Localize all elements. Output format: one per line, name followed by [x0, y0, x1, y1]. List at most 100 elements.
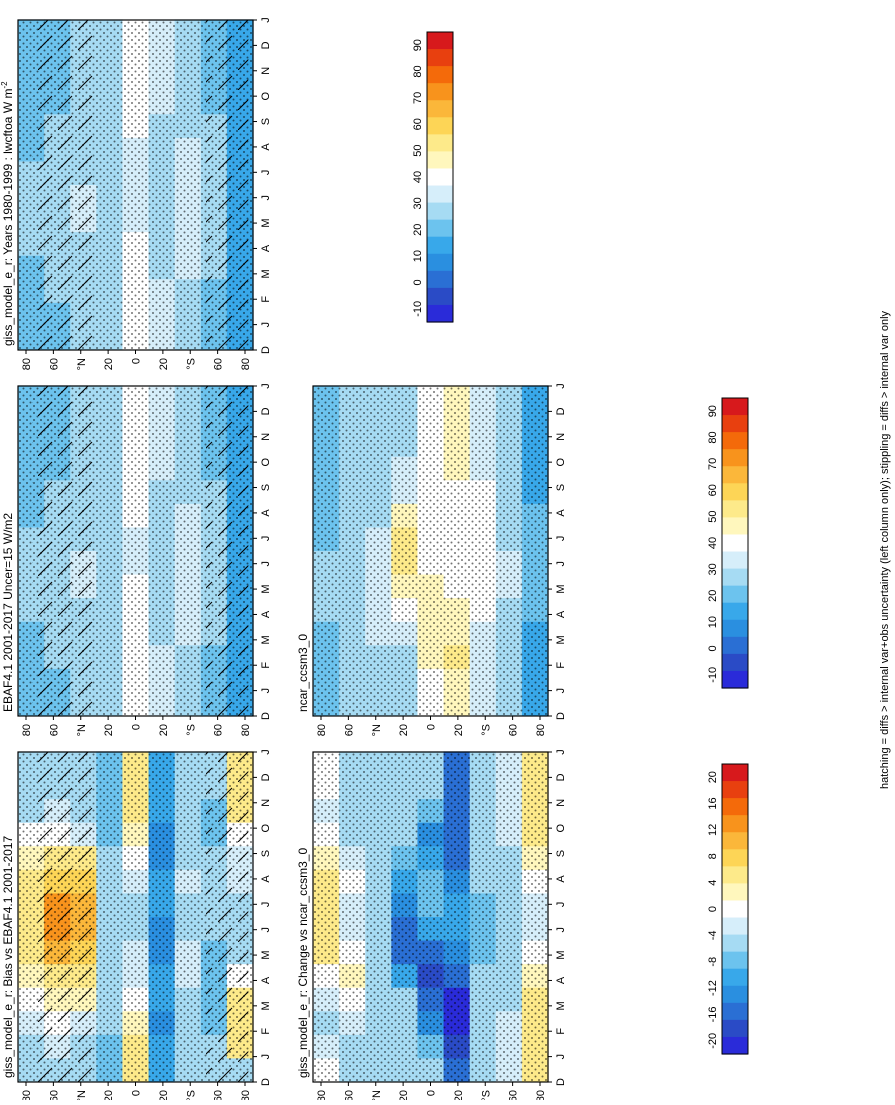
ncar-colorbar-swatch-14 [722, 636, 748, 655]
change-colorbar-label-0: 20 [707, 771, 719, 783]
bias-title: giss_model_e_r: Bias vs EBAF4.1 2001-201… [1, 836, 15, 1078]
change-colorbar-label-6: -4 [707, 930, 719, 940]
model-lat-3: 20 [103, 358, 115, 370]
obs-lat-2: °N [76, 724, 88, 736]
model-colorbar-label-7: 20 [412, 224, 424, 236]
ncar-colorbar-label-8: 10 [707, 616, 719, 628]
change-colorbar: 20 16 12 8 4 0 -4 -8 -12 -16 -20 [707, 763, 749, 1055]
ncar-colorbar-swatch-12 [722, 602, 748, 621]
change-month-1: J [555, 1054, 567, 1060]
bias-month-5: M [260, 950, 272, 959]
model-lat-1: 60 [48, 358, 60, 370]
bias-hatching-north [32, 752, 94, 1082]
change-colorbar-swatch-4 [722, 832, 748, 850]
model-title-sup: -2 [0, 81, 9, 89]
ncar-month-11: N [555, 433, 567, 441]
ncar-colorbar-swatch-6 [722, 500, 748, 519]
change-lat-1: 60 [343, 1090, 355, 1100]
change-colorbar-label-4: 4 [707, 880, 719, 886]
ncar-colorbar-swatch-8 [722, 534, 748, 553]
ncar-lat-0: 80 [316, 724, 328, 736]
model-colorbar-swatch-8 [427, 168, 453, 187]
obs-month-11: N [260, 433, 272, 441]
model-colorbar-label-2: 70 [412, 92, 424, 104]
model-month-2: F [260, 296, 272, 303]
change-colorbar-swatch-5 [722, 849, 748, 867]
obs-month-5: M [260, 584, 272, 593]
change-colorbar-label-7: -8 [707, 957, 719, 967]
model-colorbar: 90 80 70 60 50 40 30 20 10 0 -10 [412, 31, 454, 323]
ncar-month-1: J [555, 688, 567, 694]
model-colorbar-swatch-13 [427, 253, 453, 272]
ncar-colorbar-swatch-0 [722, 398, 748, 416]
bias-lat-8: 80 [240, 1090, 252, 1100]
change-colorbar-label-2: 12 [707, 824, 719, 836]
model-month-3: M [260, 269, 272, 278]
ncar-month-13: J [555, 383, 567, 389]
model-lat-8: 80 [240, 358, 252, 370]
ncar-colorbar-swatch-1 [722, 415, 748, 433]
obs-month-9: S [260, 484, 272, 491]
obs-month-13: J [260, 383, 272, 389]
model-colorbar-swatch-0 [427, 32, 453, 50]
change-colorbar-swatch-11 [722, 951, 748, 970]
bias-lat-1: 60 [48, 1090, 60, 1100]
model-lat-0: 80 [21, 358, 33, 370]
change-month-5: M [555, 950, 567, 959]
model-colorbar-swatch-7 [427, 151, 453, 170]
ncar-month-4: A [555, 610, 567, 618]
ncar-colorbar-label-5: 40 [707, 537, 719, 549]
ncar-month-6: J [555, 561, 567, 567]
obs-month-8: A [260, 509, 272, 517]
model-month-13: J [260, 17, 272, 23]
ncar-month-12: D [555, 407, 567, 415]
obs-lat-3: 20 [103, 724, 115, 736]
change-colorbar-label-3: 8 [707, 853, 719, 859]
obs-lat-4: 0 [131, 724, 143, 730]
ncar-colorbar-label-0: 90 [707, 405, 719, 417]
change-colorbar-swatch-16 [722, 1036, 748, 1055]
model-colorbar-label-0: 90 [412, 39, 424, 51]
ncar-lat-1: 60 [343, 724, 355, 736]
obs-month-0: D [260, 712, 272, 720]
ncar-colorbar-label-9: 0 [707, 645, 719, 651]
bias-lat-3: 20 [103, 1090, 115, 1100]
change-colorbar-label-5: 0 [707, 906, 719, 912]
change-colorbar-swatch-12 [722, 968, 748, 987]
change-colorbar-swatch-10 [722, 934, 748, 953]
bias-lat-2: °N [76, 1090, 88, 1100]
model-hatching-north [32, 20, 94, 350]
obs-month-4: A [260, 610, 272, 618]
bias-lat-4: 0 [131, 1090, 143, 1096]
obs-month-7: J [260, 536, 272, 542]
bias-lat-6: °S [185, 1090, 197, 1100]
model-colorbar-swatch-1 [427, 49, 453, 67]
model-lat-6: °S [185, 358, 197, 370]
ncar-colorbar-swatch-2 [722, 432, 748, 450]
model-month-4: A [260, 244, 272, 252]
ncar-month-10: O [555, 457, 567, 466]
ncar-colorbar-label-1: 80 [707, 431, 719, 443]
change-colorbar-swatch-9 [722, 917, 748, 936]
bias-hatching-south [206, 752, 249, 1082]
model-lat-5: 20 [158, 358, 170, 370]
obs-lat-6: °S [185, 724, 197, 736]
change-lat-5: 20 [453, 1090, 465, 1100]
model-month-11: N [260, 67, 272, 75]
change-colorbar-swatch-14 [722, 1002, 748, 1021]
ncar-stippling [313, 386, 548, 716]
model-colorbar-label-5: 40 [412, 171, 424, 183]
model-lat-2: °N [76, 358, 88, 370]
obs-lat-7: 60 [213, 724, 225, 736]
obs-month-3: M [260, 635, 272, 644]
ncar-lat-5: 20 [453, 724, 465, 736]
ncar-lat-4: 0 [426, 724, 438, 730]
model-colorbar-label-1: 80 [412, 65, 424, 77]
change-lat-6: °S [480, 1090, 492, 1100]
panel-obs: D J F M A M J J A S O N D J 80 60 °N 20 0 20 °S 60 80 EBAF4.1 2… [1, 383, 454, 736]
ncar-colorbar-swatch-13 [722, 619, 748, 638]
model-colorbar-swatch-4 [427, 100, 453, 118]
change-lat-0: 80 [316, 1090, 328, 1100]
change-colorbar-swatch-3 [722, 815, 748, 833]
model-lat-7: 60 [213, 358, 225, 370]
